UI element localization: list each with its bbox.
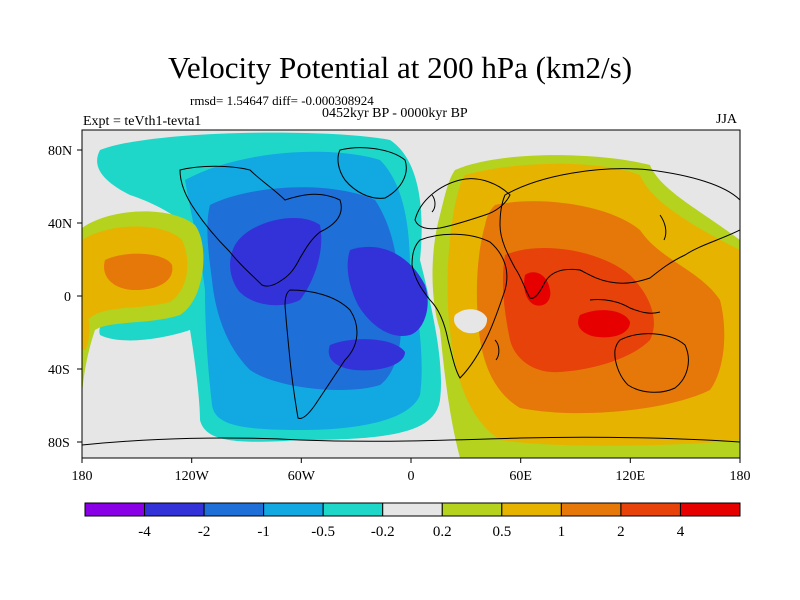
coast-asia — [499, 168, 740, 299]
contour-pos-1-epac — [104, 253, 173, 290]
coast-antarctica — [82, 436, 740, 446]
coast-europe — [414, 178, 511, 230]
lat-tick-label: 80S — [48, 436, 70, 451]
colorbar-label: -4 — [138, 524, 151, 540]
contour-neutral-gulf-guinea — [454, 309, 488, 334]
lon-tick-label: 180 — [730, 469, 751, 484]
colorbar-label: -1 — [257, 524, 270, 540]
colorbar-label: 4 — [677, 524, 685, 540]
colorbar-label: 0.2 — [433, 524, 452, 540]
period-line: 0452kyr BP - 0000kyr BP — [322, 106, 468, 121]
lon-tick-label: 60E — [509, 469, 532, 484]
lon-tick-label: 0 — [408, 469, 415, 484]
colorbar-swatch — [501, 502, 562, 517]
colorbar-swatch — [322, 502, 384, 517]
lat-tick-label: 80N — [48, 144, 72, 159]
colorbar-label: -2 — [198, 524, 211, 540]
coast-north-america — [179, 165, 342, 287]
colorbar-swatch — [84, 502, 146, 517]
colorbar-label: 0.5 — [492, 524, 511, 540]
colorbar-swatch — [441, 502, 503, 517]
coast-australia — [614, 333, 689, 393]
lon-tick-label: 120W — [175, 469, 210, 484]
coast-uk — [431, 194, 436, 213]
season-label: JJA — [716, 112, 738, 127]
coast-madagascar — [494, 339, 500, 361]
contour-neg-2-south — [328, 339, 405, 371]
colorbar-swatch — [263, 502, 324, 517]
coast-south-america — [284, 289, 358, 419]
lat-tick-label: 0 — [64, 290, 71, 305]
colorbar-swatch — [144, 502, 205, 517]
coast-greenland — [337, 147, 407, 199]
lon-tick-label: 60W — [288, 469, 316, 484]
colorbar-swatch — [203, 502, 265, 517]
colorbar-swatch — [679, 502, 741, 517]
contour-pos-4-indian-ocean — [578, 310, 630, 338]
colorbar-label: 2 — [617, 524, 625, 540]
colorbar-label: 1 — [558, 524, 566, 540]
axis-ticks — [77, 149, 741, 463]
coast-indonesia — [589, 299, 661, 314]
colorbar-swatch — [382, 502, 443, 517]
coast-africa — [411, 233, 508, 379]
colorbar-label: -0.5 — [311, 524, 335, 540]
coast-japan — [659, 214, 667, 241]
rmsd-diff-line: rmsd= 1.54647 diff= -0.000308924 — [190, 93, 374, 108]
lon-tick-label: 180 — [72, 469, 93, 484]
plot-title: Velocity Potential at 200 hPa (km2/s) — [167, 50, 633, 85]
colorbar: -4 -2 -1 -0.5 -0.2 0.2 0.5 1 2 4 — [84, 502, 741, 540]
contour-neg-2-atlantic — [347, 246, 428, 336]
lat-tick-label: 40N — [48, 217, 72, 232]
colorbar-label: -0.2 — [371, 524, 395, 540]
coastlines — [82, 147, 740, 446]
contour-neg-2-north — [230, 217, 322, 306]
contour-field — [82, 130, 740, 458]
lat-tick-label: 40S — [48, 363, 70, 378]
contour-pos-4-india — [524, 272, 551, 306]
contour-pos-0.5-west-edge — [82, 300, 90, 350]
colorbar-swatch — [560, 502, 622, 517]
experiment-line: Expt = teVth1-tevta1 — [83, 114, 202, 129]
colorbar-swatch — [620, 502, 681, 517]
lon-tick-label: 120E — [616, 469, 646, 484]
